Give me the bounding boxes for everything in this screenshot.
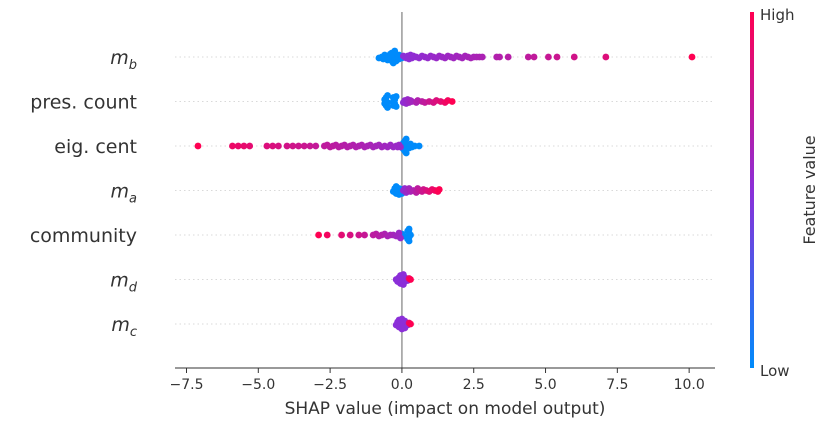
shap-point (346, 231, 354, 239)
shap-point (435, 186, 443, 193)
x-tick-label: 10.0 (674, 377, 705, 393)
shap-point (312, 142, 320, 150)
shap-point (570, 53, 578, 61)
shap-point (504, 53, 512, 61)
feature-label: eig. cent (54, 136, 137, 158)
x-tick-label: 2.5 (463, 377, 485, 393)
feature-label: md (110, 270, 138, 296)
shap-point (194, 142, 202, 150)
shap-point (392, 93, 400, 100)
shap-point (263, 142, 271, 150)
feature-label: mc (111, 314, 137, 340)
shap-point (338, 231, 345, 239)
x-tick-label: 7.5 (606, 377, 628, 393)
shap-point (269, 142, 277, 150)
shap-point (361, 231, 368, 239)
shap-point (295, 142, 302, 150)
colorbar-gradient (750, 12, 754, 368)
shap-point (355, 231, 363, 239)
shap-point (524, 53, 532, 61)
shap-point (384, 99, 391, 106)
x-ticks: −7.5 −5.0 −2.5 0.0 2.5 5.0 7.5 10.0 (169, 368, 705, 393)
shap-point (369, 231, 377, 239)
shap-point (405, 237, 413, 245)
feature-label: mb (110, 47, 137, 73)
shap-point (275, 142, 282, 150)
data-points (194, 47, 696, 333)
shap-point (402, 149, 410, 157)
shap-point (407, 231, 414, 239)
shap-point (688, 53, 696, 61)
shap-point (448, 98, 456, 105)
shap-point (478, 53, 486, 61)
feature-label: community (30, 225, 137, 247)
shap-point (289, 142, 297, 150)
shap-point (530, 53, 538, 61)
shap-point (545, 53, 552, 61)
shap-point (602, 53, 610, 61)
shap-point (240, 142, 248, 150)
x-tick-label: 0.0 (391, 377, 413, 393)
colorbar-high-label: High (760, 6, 794, 24)
shap-point (300, 142, 308, 150)
row-gridlines (175, 56, 715, 325)
feature-label: ma (111, 181, 138, 207)
shap-point (246, 142, 254, 150)
shap-point (405, 225, 413, 233)
shap-point (323, 231, 331, 239)
feature-labels: mb pres. count eig. cent ma community md mc (30, 47, 138, 340)
feature-label: pres. count (30, 92, 137, 114)
x-tick-label: −2.5 (313, 377, 347, 393)
colorbar: High Low Feature value (750, 6, 819, 380)
x-tick-label: 5.0 (534, 377, 556, 393)
shap-point (392, 103, 400, 110)
shap-point (283, 142, 291, 150)
colorbar-title: Feature value (800, 135, 819, 244)
shap-point (306, 142, 314, 150)
x-tick-label: −5.0 (241, 377, 275, 393)
colorbar-low-label: Low (760, 362, 790, 380)
shap-point (415, 142, 423, 150)
x-axis-label: SHAP value (impact on model output) (285, 399, 606, 419)
shap-point (384, 104, 391, 111)
shap-point (402, 135, 410, 143)
x-axis: −7.5 −5.0 −2.5 0.0 2.5 5.0 7.5 10.0 SHAP value … (169, 367, 715, 419)
shap-point (496, 53, 503, 61)
shap-point (229, 142, 236, 150)
shap-point (320, 142, 328, 150)
shap-point (407, 276, 414, 283)
shap-point (234, 142, 242, 150)
shap-point (315, 231, 323, 239)
x-tick-label: −7.5 (169, 377, 203, 393)
shap-point (553, 53, 561, 61)
shap-point (384, 92, 391, 99)
shap-point (392, 276, 400, 283)
shap-point (407, 320, 414, 328)
